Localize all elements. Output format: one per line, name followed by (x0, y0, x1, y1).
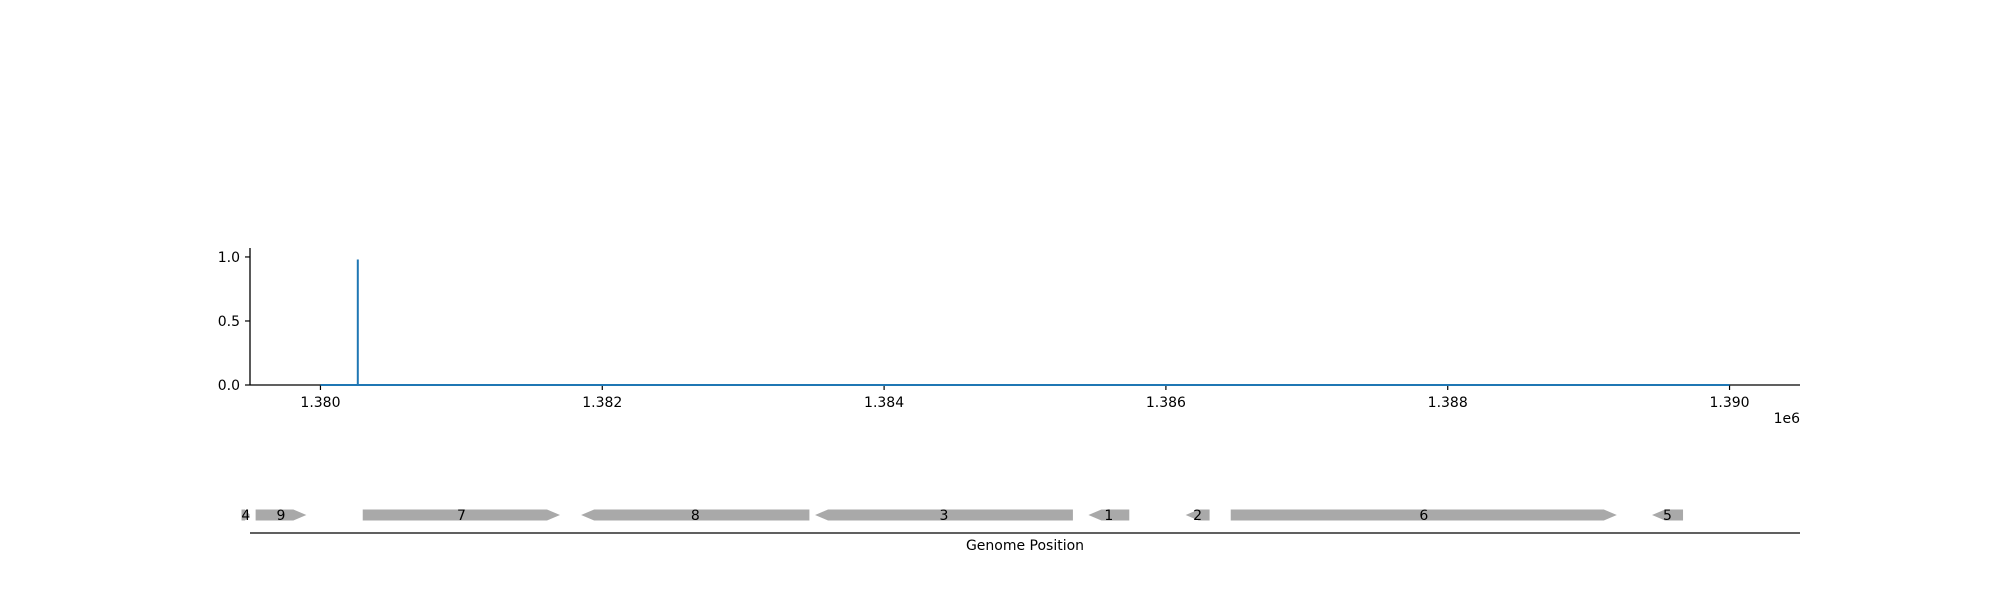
gene-features: 4 9 7 8 3 1 2 6 5 (241, 508, 1684, 524)
y-axis-ticks: 0.0 0.5 1.0 (218, 250, 250, 394)
gene-arrow (1652, 509, 1684, 521)
gene-label: 4 (241, 508, 250, 524)
gene-label: 2 (1193, 508, 1202, 524)
y-tick-label: 0.0 (218, 378, 240, 394)
x-axis-ticks: 1.380 1.382 1.384 1.386 1.388 1.390 (300, 385, 1750, 411)
gene-label: 5 (1663, 508, 1672, 524)
coverage-plot: 0.0 0.5 1.0 1.380 1.382 1.384 1.386 1.388 1.390… (218, 248, 1800, 427)
gene-arrow (1088, 509, 1130, 521)
gene-arrow (241, 509, 250, 521)
x-tick-label: 1.388 (1428, 395, 1468, 411)
x-tick-label: 1.382 (582, 395, 622, 411)
x-offset-label: 1e6 (1774, 411, 1801, 427)
y-tick-label: 1.0 (218, 250, 240, 266)
gene-label: 8 (691, 508, 700, 524)
gene-arrow (255, 509, 307, 521)
gene-arrow (1230, 509, 1617, 521)
y-tick-label: 0.5 (218, 314, 240, 330)
series-line (320, 259, 1730, 386)
gene-arrow (815, 509, 1073, 521)
gene-arrow (1185, 509, 1210, 521)
gene-label: 9 (277, 508, 286, 524)
gene-arrow (581, 509, 810, 521)
gene-track: 4 9 7 8 3 1 2 6 5 Genome Position (241, 508, 1800, 554)
gene-label: 6 (1419, 508, 1428, 524)
gene-label: 3 (940, 508, 949, 524)
x-tick-label: 1.380 (300, 395, 340, 411)
x-tick-label: 1.386 (1146, 395, 1186, 411)
x-tick-label: 1.384 (864, 395, 904, 411)
gene-arrow (362, 509, 560, 521)
gene-label: 1 (1104, 508, 1113, 524)
gene-label: 7 (457, 508, 466, 524)
x-tick-label: 1.390 (1709, 395, 1749, 411)
track-x-axis-title: Genome Position (966, 538, 1084, 554)
